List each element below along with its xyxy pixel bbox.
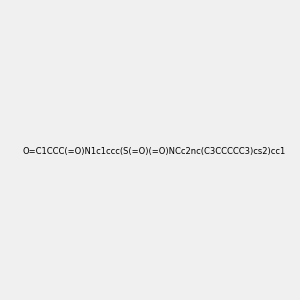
Text: O=C1CCC(=O)N1c1ccc(S(=O)(=O)NCc2nc(C3CCCCC3)cs2)cc1: O=C1CCC(=O)N1c1ccc(S(=O)(=O)NCc2nc(C3CCC… — [22, 147, 285, 156]
